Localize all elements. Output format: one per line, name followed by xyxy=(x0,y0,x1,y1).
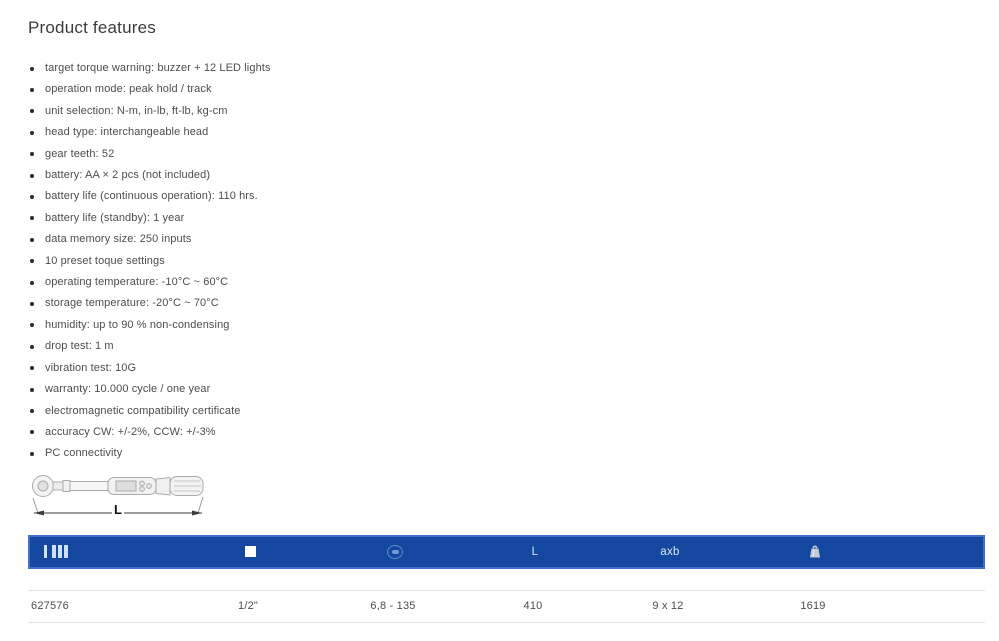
feature-item: humidity: up to 90 % non-condensing xyxy=(28,315,985,336)
feature-text: 10 preset toque settings xyxy=(45,254,165,267)
feature-text: humidity: up to 90 % non-condensing xyxy=(45,318,230,331)
cell-article-number: 627576 xyxy=(31,600,69,613)
feature-item: head type: interchangeable head xyxy=(28,122,985,143)
feature-item: battery: AA × 2 pcs (not included) xyxy=(28,165,985,186)
feature-text: vibration test: 10G xyxy=(45,361,137,374)
bullet-icon xyxy=(30,301,34,306)
feature-text: battery life (continuous operation): 110… xyxy=(45,190,258,203)
bullet-icon xyxy=(30,323,34,328)
bullet-icon xyxy=(30,259,34,264)
table-row: 627576 1/2" 6,8 - 135 410 9 x 12 1619 xyxy=(28,589,985,623)
feature-text: PC connectivity xyxy=(45,447,123,460)
feature-text: target torque warning: buzzer + 12 LED l… xyxy=(45,62,271,74)
bullet-icon xyxy=(30,152,34,157)
bullet-icon xyxy=(30,66,34,71)
torque-wrench-drawing: L xyxy=(32,474,204,517)
square-drive-icon xyxy=(244,546,256,558)
bullet-icon xyxy=(30,173,34,178)
header-cell-article xyxy=(30,545,170,559)
feature-text: electromagnetic compatibility certificat… xyxy=(45,404,241,417)
feature-text: warranty: 10.000 cycle / one year xyxy=(45,383,211,396)
bullet-icon xyxy=(30,366,34,371)
feature-item: vibration test: 10G xyxy=(28,358,985,379)
bullet-icon xyxy=(30,109,34,114)
bullet-icon xyxy=(30,87,34,92)
feature-item: drop test: 1 m xyxy=(28,336,985,357)
bullet-icon xyxy=(30,237,34,242)
torque-range-icon xyxy=(387,544,403,559)
page-title: Product features xyxy=(28,18,156,37)
feature-item: target torque warning: buzzer + 12 LED l… xyxy=(28,58,985,79)
feature-item: operation mode: peak hold / track xyxy=(28,79,985,100)
feature-text: storage temperature: -20°C ~ 70°C xyxy=(45,297,219,310)
header-cell-axb: axb xyxy=(610,546,730,558)
cell-length: 410 xyxy=(523,600,543,613)
bullet-icon xyxy=(30,216,34,221)
product-drawing: L xyxy=(30,471,210,528)
header-cell-torque-range xyxy=(330,544,460,559)
feature-text: battery life (standby): 1 year xyxy=(45,211,185,224)
feature-text: unit selection: N-m, in-lb, ft-lb, kg-cm xyxy=(45,104,228,117)
header-cell-length: L xyxy=(460,546,610,558)
length-dimension-label: L xyxy=(114,502,122,517)
feature-item: storage temperature: -20°C ~ 70°C xyxy=(28,293,985,314)
bullet-icon xyxy=(30,387,34,392)
feature-item: unit selection: N-m, in-lb, ft-lb, kg-cm xyxy=(28,101,985,122)
feature-text: data memory size: 250 inputs xyxy=(45,233,192,246)
bullet-icon xyxy=(30,130,34,135)
feature-text: head type: interchangeable head xyxy=(45,126,209,139)
barcode-icon xyxy=(44,545,68,559)
feature-item: operating temperature: -10°C ~ 60°C xyxy=(28,272,985,293)
length-column-label: L xyxy=(531,545,539,558)
axb-column-label: axb xyxy=(660,545,680,558)
feature-item: battery life (standby): 1 year xyxy=(28,208,985,229)
weight-icon xyxy=(810,545,820,558)
feature-item: battery life (continuous operation): 110… xyxy=(28,186,985,207)
feature-item: warranty: 10.000 cycle / one year xyxy=(28,379,985,400)
feature-text: drop test: 1 m xyxy=(45,340,114,353)
bullet-icon xyxy=(30,430,34,435)
feature-list: target torque warning: buzzer + 12 LED l… xyxy=(28,58,985,465)
feature-item: accuracy CW: +/-2%, CCW: +/-3% xyxy=(28,422,985,443)
feature-text: operation mode: peak hold / track xyxy=(45,83,212,96)
feature-text: operating temperature: -10°C ~ 60°C xyxy=(45,276,229,289)
product-features-page: Product features target torque warning: … xyxy=(28,18,985,623)
feature-text: gear teeth: 52 xyxy=(45,147,115,160)
feature-item: data memory size: 250 inputs xyxy=(28,229,985,250)
bullet-icon xyxy=(30,194,34,199)
feature-item: electromagnetic compatibility certificat… xyxy=(28,401,985,422)
header-cell-weight xyxy=(730,544,900,559)
feature-text: battery: AA × 2 pcs (not included) xyxy=(45,169,211,182)
bullet-icon xyxy=(30,280,34,285)
bullet-icon xyxy=(30,451,34,456)
feature-item: PC connectivity xyxy=(28,443,985,464)
bullet-icon xyxy=(30,344,34,349)
cell-drive-size: 1/2" xyxy=(238,600,258,613)
cell-weight: 1619 xyxy=(800,600,826,613)
bullet-icon xyxy=(30,409,34,413)
spec-table-header: L axb xyxy=(28,534,985,569)
feature-item: 10 preset toque settings xyxy=(28,251,985,272)
cell-torque-range: 6,8 - 135 xyxy=(370,600,416,613)
feature-item: gear teeth: 52 xyxy=(28,144,985,165)
cell-axb: 9 x 12 xyxy=(652,600,684,613)
header-cell-drive xyxy=(170,546,330,558)
feature-text: accuracy CW: +/-2%, CCW: +/-3% xyxy=(45,425,216,438)
